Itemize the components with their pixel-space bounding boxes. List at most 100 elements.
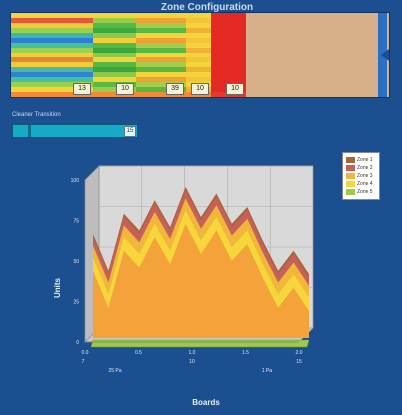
zone-stripe xyxy=(211,27,246,34)
zone-stripe xyxy=(136,87,186,93)
zone-stripe xyxy=(211,22,246,29)
zone-stripe xyxy=(186,72,211,78)
zone-column-4[interactable]: 10 xyxy=(186,13,212,97)
zone-stripe xyxy=(93,27,136,34)
legend-swatch xyxy=(346,181,355,187)
zone-stripe xyxy=(211,32,246,39)
zone-stripe xyxy=(11,42,93,49)
x-secondary-tick-label: 10 xyxy=(189,359,195,365)
zone-stripe xyxy=(186,42,211,49)
x-tertiary-tick-label: 25 Pa xyxy=(108,368,121,374)
cleaner-transition-slider[interactable]: 15 xyxy=(12,124,138,138)
zone-stripe xyxy=(186,17,211,24)
legend-item: Zone 2 xyxy=(346,164,378,172)
legend-item: Zone 5 xyxy=(346,188,378,196)
x-secondary-tick-label: 7 xyxy=(82,359,85,365)
legend-swatch xyxy=(346,173,355,179)
cleaner-value-box[interactable]: 15 xyxy=(124,126,136,137)
cleaner-transition-label: Cleaner Transition xyxy=(12,112,61,118)
zone-stripe xyxy=(211,47,246,54)
x-tertiary-tick-label: 1 Pa xyxy=(262,368,273,374)
zone-stripe xyxy=(186,13,211,19)
zone-stripe xyxy=(136,67,186,73)
cleaner-slider-thumb[interactable] xyxy=(27,125,31,137)
legend-item: Zone 3 xyxy=(346,172,378,180)
zone-stripe xyxy=(11,82,93,88)
legend-swatch xyxy=(346,189,355,195)
legend-item: Zone 1 xyxy=(346,156,378,164)
zone-stripe xyxy=(186,27,211,34)
zone-stripe xyxy=(136,37,186,44)
legend-label: Zone 5 xyxy=(357,189,373,195)
y-tick-label: 50 xyxy=(73,259,79,265)
zone-stripe xyxy=(93,47,136,54)
zone-stripe xyxy=(136,62,186,68)
zone-panel: 13 10 39 10 10 xyxy=(10,12,390,98)
zone-column-1[interactable]: 13 xyxy=(11,13,94,97)
zone-stripe xyxy=(186,47,211,54)
zone-stripe xyxy=(11,77,93,83)
x-tick-label: 0.0 xyxy=(82,350,89,356)
zone-stripe xyxy=(93,72,136,78)
zone-count-box: 13 xyxy=(73,83,91,95)
x-tick-label: 2.0 xyxy=(296,350,303,356)
zone-stripe xyxy=(136,22,186,29)
zone-column-3[interactable]: 39 xyxy=(136,13,187,97)
zone-stripe xyxy=(11,17,93,24)
zone-count-box: 10 xyxy=(116,83,134,95)
zone-stripe xyxy=(93,92,136,97)
y-tick-label: 25 xyxy=(73,300,79,306)
x-tick-label: 0.5 xyxy=(135,350,142,356)
zone-config-title: Zone Configuration xyxy=(160,2,254,13)
zone-stripe xyxy=(93,62,136,68)
zone-stripe xyxy=(93,77,136,83)
zone-stripe xyxy=(11,72,93,78)
x-secondary-tick-label: 15 xyxy=(296,359,302,365)
zone-stripe xyxy=(136,17,186,24)
area-zone-5 xyxy=(90,339,310,348)
zone-stripe xyxy=(211,42,246,49)
zone-stripe xyxy=(93,52,136,58)
zone-stripe xyxy=(93,87,136,93)
zone-stripe xyxy=(186,32,211,39)
legend-label: Zone 1 xyxy=(357,157,373,163)
zone-stripe xyxy=(136,57,186,63)
zone-stripe xyxy=(186,67,211,73)
zone-stripe xyxy=(136,77,186,83)
zone-stripe xyxy=(211,62,246,68)
zone-stripe xyxy=(11,27,93,34)
zone-stripe xyxy=(136,42,186,49)
zone-stripe xyxy=(186,77,211,83)
zone-stripe xyxy=(211,52,246,58)
zone-stripe xyxy=(211,67,246,73)
zone-column-2[interactable]: 10 xyxy=(93,13,137,97)
zone-count-box: 10 xyxy=(191,83,209,95)
zone-stripe xyxy=(11,13,93,19)
zone-stripe xyxy=(93,22,136,29)
x-tick-label: 1.0 xyxy=(189,350,196,356)
y-axis-title: Units xyxy=(53,277,62,298)
legend-swatch xyxy=(346,165,355,171)
zone-stripe xyxy=(211,37,246,44)
zone-stripe xyxy=(93,13,136,19)
zone-stripe xyxy=(93,17,136,24)
zone-stripe xyxy=(11,22,93,29)
zone-stripe xyxy=(11,62,93,68)
zone-stripe xyxy=(136,92,186,97)
zone-stripe xyxy=(136,82,186,88)
zone-stripe xyxy=(93,37,136,44)
chevron-left-icon[interactable] xyxy=(381,49,389,61)
zone-stripe xyxy=(136,32,186,39)
zone-column-5[interactable]: 10 xyxy=(211,13,247,97)
zone-stripe xyxy=(136,13,186,19)
zone-stripe xyxy=(11,47,93,54)
zone-stripe xyxy=(136,52,186,58)
zone-stripe xyxy=(186,57,211,63)
x-axis-title: Boards xyxy=(192,398,220,407)
zone-stripe xyxy=(186,52,211,58)
blank-zone xyxy=(246,13,389,97)
zone-stripe xyxy=(93,42,136,49)
zone-stripe xyxy=(11,87,93,93)
zone-stripe xyxy=(136,47,186,54)
